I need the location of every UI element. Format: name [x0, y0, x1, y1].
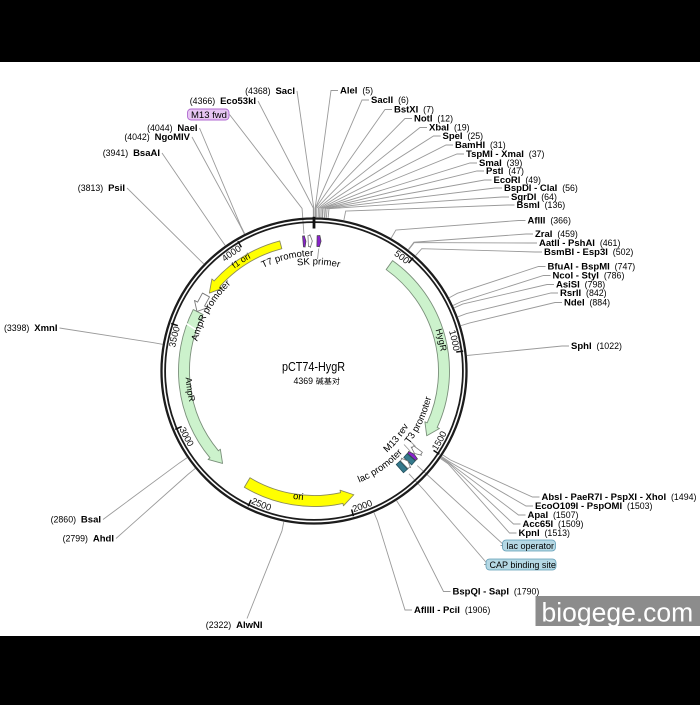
svg-text:BspQI - SapI (1790): BspQI - SapI (1790)	[453, 587, 540, 598]
svg-text:SphI (1022): SphI (1022)	[571, 341, 622, 352]
svg-text:BsmBI - Esp3I (502): BsmBI - Esp3I (502)	[544, 247, 633, 258]
svg-text:(3941) BsaAI: (3941) BsaAI	[103, 148, 160, 159]
svg-text:AflIII - PciI (1906): AflIII - PciI (1906)	[414, 605, 490, 616]
svg-text:pCT74-HygR: pCT74-HygR	[282, 359, 345, 374]
svg-text:(2799) AhdI: (2799) AhdI	[63, 534, 114, 545]
svg-text:(2322) AlwNI: (2322) AlwNI	[206, 620, 263, 631]
svg-text:lac operator: lac operator	[507, 541, 555, 551]
svg-text:(2860) BsaI: (2860) BsaI	[51, 515, 101, 526]
svg-text:BsmI (136): BsmI (136)	[517, 200, 566, 211]
svg-text:(3398) XmnI: (3398) XmnI	[4, 323, 58, 334]
svg-text:(4042) NgoMIV: (4042) NgoMIV	[124, 132, 190, 143]
svg-text:4369: 4369	[294, 376, 314, 386]
svg-text:NdeI (884): NdeI (884)	[564, 298, 610, 309]
svg-text:AflII (366): AflII (366)	[528, 216, 571, 227]
svg-text:AleI (5): AleI (5)	[340, 86, 373, 97]
svg-text:CAP binding site: CAP binding site	[490, 560, 556, 570]
svg-text:(3813) PsiI: (3813) PsiI	[78, 183, 125, 194]
svg-text:KpnI (1513): KpnI (1513)	[519, 528, 570, 539]
svg-text:biogege.com: biogege.com	[542, 597, 694, 627]
svg-text:ori: ori	[292, 491, 304, 503]
svg-text:(4366) Eco53kI: (4366) Eco53kI	[190, 96, 256, 107]
svg-text:M13 fwd: M13 fwd	[191, 110, 227, 121]
